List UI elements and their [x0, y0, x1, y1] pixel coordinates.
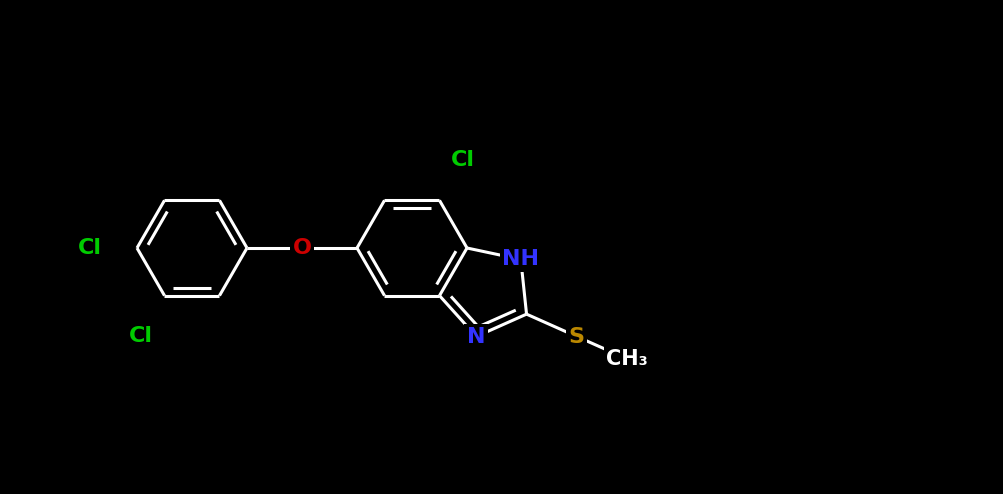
Text: N: N [466, 327, 485, 346]
Text: Cl: Cl [78, 238, 102, 258]
Text: O: O [292, 238, 311, 258]
Text: S: S [569, 327, 584, 346]
Text: NH: NH [502, 249, 539, 269]
Text: Cl: Cl [450, 150, 474, 170]
Text: CH₃: CH₃ [606, 349, 647, 369]
Text: Cl: Cl [129, 326, 153, 346]
